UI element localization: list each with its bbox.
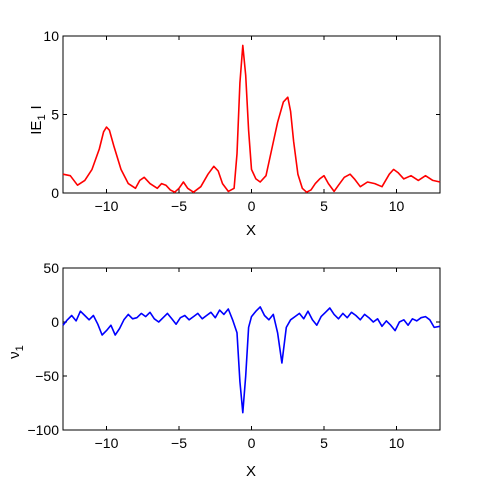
bottom-x-tick-label: 0: [248, 435, 256, 451]
top-x-tick-label: −10: [95, 198, 119, 214]
bottom-y-axis-label: ν1: [6, 345, 26, 359]
bottom-y-tick-label: 50: [43, 260, 59, 276]
top-y-axis-label-sub: 1: [36, 114, 48, 120]
top-y-tick-label: 0: [51, 185, 59, 201]
bottom-y-tick-label: 0: [51, 314, 59, 330]
top-chart-marks: −10 −5 0 5 10 0 5 10: [43, 28, 441, 214]
top-y-axis-label-main: IE: [28, 121, 45, 135]
svg-text:ν1: ν1: [6, 345, 26, 359]
top-y-tick-label: 5: [51, 107, 59, 123]
bottom-y-axis-label-main: ν: [6, 351, 23, 359]
bottom-x-tick-label: 5: [320, 435, 328, 451]
top-x-tick-label: 10: [389, 198, 405, 214]
bottom-plot-frame: [62, 267, 441, 431]
top-x-tick-label: 0: [248, 198, 256, 214]
bottom-y-axis-label-sub: 1: [14, 345, 26, 351]
bottom-x-tick-label: −10: [95, 435, 119, 451]
top-y-axis-label: IE1 I: [28, 105, 48, 134]
top-x-axis-label: X: [246, 222, 256, 239]
svg-text:IE1I: IE1 I: [28, 105, 48, 134]
bottom-series-line-0: [62, 306, 441, 414]
top-chart: −10 −5 0 5 10 0 5 10 X IE1 I: [28, 28, 441, 239]
top-y-tick-label: 10: [43, 28, 59, 44]
bottom-x-axis-label: X: [246, 463, 256, 480]
top-x-tick-label: 5: [320, 198, 328, 214]
bottom-x-tick-label: −5: [171, 435, 187, 451]
bottom-y-tick-label: −100: [27, 422, 59, 438]
top-series-line-0: [62, 44, 441, 193]
top-x-tick-label: −5: [171, 198, 187, 214]
bottom-x-tick-label: 10: [389, 435, 405, 451]
top-y-axis-label-suffix: I: [28, 105, 45, 109]
bottom-y-tick-label: −50: [35, 368, 59, 384]
